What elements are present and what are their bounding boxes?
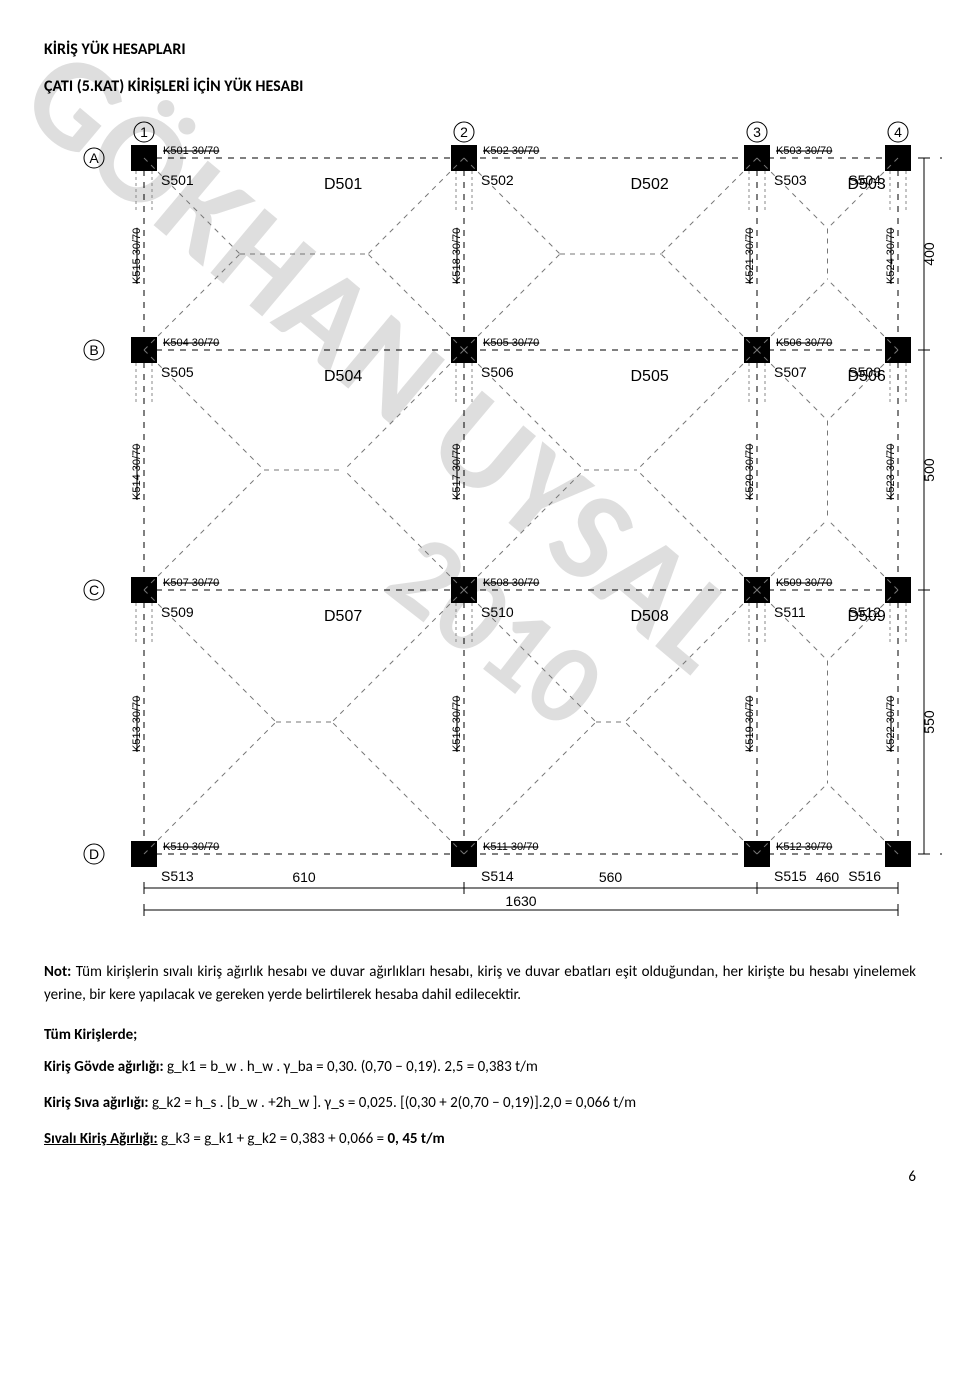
svg-text:K505 30/70: K505 30/70	[483, 337, 539, 349]
svg-text:560: 560	[599, 869, 623, 885]
svg-text:K509 30/70: K509 30/70	[776, 577, 832, 589]
formula-govde: Kiriş Gövde ağırlığı: g_k1 = b_w . h_w .…	[44, 1058, 916, 1076]
svg-text:S513: S513	[161, 868, 194, 884]
svg-text:S516: S516	[848, 868, 881, 884]
svg-text:500: 500	[921, 458, 937, 482]
svg-text:D509: D509	[848, 608, 886, 625]
svg-text:4: 4	[894, 124, 902, 140]
svg-text:D502: D502	[631, 176, 669, 193]
svg-text:S515: S515	[774, 868, 807, 884]
svg-text:K519 30/70: K519 30/70	[744, 696, 756, 752]
structural-plan-diagram: 1 2 3 4 A B C D K501 30/70 K502 30/70 K503 30/70 K5…	[72, 120, 916, 925]
formula-total: Sıvalı Kiriş Ağırlığı: g_k3 = g_k1 + g_k…	[44, 1130, 916, 1148]
svg-text:K520 30/70: K520 30/70	[744, 444, 756, 500]
svg-text:K511 30/70: K511 30/70	[483, 841, 538, 853]
svg-text:K516 30/70: K516 30/70	[451, 696, 463, 752]
svg-text:D506: D506	[848, 368, 886, 385]
page-number: 6	[908, 1168, 916, 1186]
svg-text:K503 30/70: K503 30/70	[776, 145, 832, 157]
svg-text:C: C	[89, 582, 99, 598]
formula-siva: Kiriş Sıva ağırlığı: g_k2 = h_s . [b_w .…	[44, 1094, 916, 1112]
svg-text:K501 30/70: K501 30/70	[163, 145, 219, 157]
svg-text:460: 460	[816, 869, 840, 885]
svg-text:3: 3	[753, 124, 761, 140]
subheading-all-beams: Tüm Kirişlerde;	[44, 1026, 916, 1044]
svg-text:K518 30/70: K518 30/70	[451, 228, 463, 284]
svg-text:K504 30/70: K504 30/70	[163, 337, 219, 349]
svg-text:D501: D501	[324, 176, 362, 193]
svg-text:K522 30/70: K522 30/70	[885, 696, 897, 752]
svg-text:400: 400	[921, 242, 937, 266]
heading-sub: ÇATI (5.KAT) KİRİŞLERİ İÇİN YÜK HESABI	[44, 77, 916, 96]
svg-text:D507: D507	[324, 608, 362, 625]
note-prefix: Not:	[44, 963, 71, 981]
svg-text:1: 1	[140, 124, 148, 140]
svg-text:K502 30/70: K502 30/70	[483, 145, 539, 157]
svg-text:K515 30/70: K515 30/70	[131, 228, 143, 284]
svg-text:1630: 1630	[505, 893, 536, 909]
svg-text:K514 30/70: K514 30/70	[131, 444, 143, 500]
svg-text:K521 30/70: K521 30/70	[744, 228, 756, 284]
svg-text:610: 610	[292, 869, 316, 885]
svg-text:K510 30/70: K510 30/70	[163, 841, 219, 853]
svg-text:S514: S514	[481, 868, 514, 884]
svg-text:D505: D505	[631, 368, 669, 385]
svg-text:K524 30/70: K524 30/70	[885, 228, 897, 284]
note-body: Tüm kirişlerin sıvalı kiriş ağırlık hesa…	[44, 963, 916, 1004]
svg-text:D503: D503	[848, 176, 886, 193]
svg-text:D508: D508	[631, 608, 669, 625]
note-paragraph: Not: Tüm kirişlerin sıvalı kiriş ağırlık…	[44, 961, 916, 1006]
heading-main: KİRİŞ YÜK HESAPLARI	[44, 40, 916, 59]
svg-text:K517 30/70: K517 30/70	[451, 444, 463, 500]
svg-text:K523 30/70: K523 30/70	[885, 444, 897, 500]
svg-text:K506 30/70: K506 30/70	[776, 337, 832, 349]
svg-text:K513 30/70: K513 30/70	[131, 696, 143, 752]
svg-text:K507 30/70: K507 30/70	[163, 577, 219, 589]
svg-text:A: A	[89, 150, 99, 166]
svg-text:550: 550	[921, 710, 937, 734]
svg-text:B: B	[89, 342, 98, 358]
svg-text:2: 2	[460, 124, 468, 140]
svg-text:K512 30/70: K512 30/70	[776, 841, 832, 853]
svg-text:D504: D504	[324, 368, 362, 385]
svg-text:K508 30/70: K508 30/70	[483, 577, 539, 589]
svg-text:D: D	[89, 846, 99, 862]
